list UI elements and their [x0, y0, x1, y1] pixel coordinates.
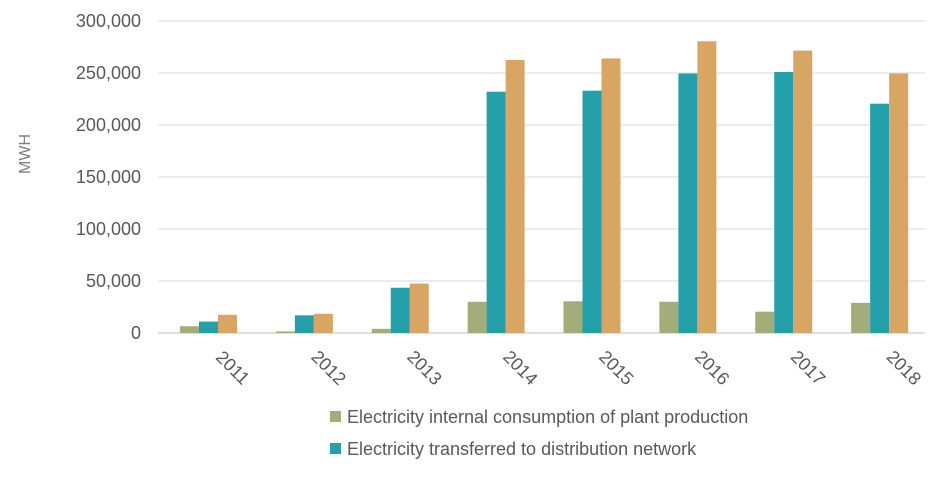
- bar-2018-series-1: [870, 103, 890, 334]
- x-tick-label: 2017: [787, 347, 829, 389]
- bar-2018-series-0: [851, 302, 871, 333]
- x-tick-label: 2013: [403, 347, 445, 389]
- x-axis-ticks: 2011 2012 2013 2014 2015 2016 2017 2018: [212, 347, 925, 389]
- y-axis-ticks: 0 50,000 100,000 150,000 200,000 250,000 300,0…: [76, 11, 141, 343]
- bar-2013-series-0: [371, 328, 391, 333]
- bar-2012-series-0: [275, 331, 295, 333]
- gridlines: [158, 20, 925, 334]
- legend-swatch-internal-consumption: [330, 411, 341, 422]
- bar-2017-series-0: [755, 311, 775, 333]
- legend-item-internal-consumption: Electricity internal consumption of plan…: [330, 406, 800, 428]
- y-tick-label: 200,000: [76, 115, 141, 135]
- bar-2013-series-1: [390, 287, 410, 333]
- bar-2012-series-1: [294, 315, 314, 333]
- bar-2011-series-2: [218, 314, 237, 333]
- x-tick-label: 2018: [883, 347, 925, 389]
- y-tick-label: 150,000: [76, 167, 141, 187]
- x-tick-label: 2016: [691, 347, 733, 389]
- legend-swatch-transferred: [330, 443, 341, 454]
- bar-2011-series-0: [180, 326, 199, 333]
- bar-2015-series-0: [563, 301, 583, 333]
- bars: [180, 41, 909, 334]
- y-tick-label: 100,000: [76, 219, 141, 239]
- legend-item-transferred: Electricity transferred to distribution …: [330, 438, 800, 460]
- legend-label-internal-consumption: Electricity internal consumption of plan…: [347, 407, 749, 427]
- x-tick-label: 2014: [499, 347, 541, 389]
- bar-2016-series-2: [697, 41, 717, 333]
- bar-2018-series-2: [889, 73, 909, 334]
- bar-2014-series-0: [467, 301, 487, 333]
- bar-chart: 0 50,000 100,000 150,000 200,000 250,000 300,0…: [17, 11, 925, 389]
- bar-2016-series-0: [659, 301, 679, 333]
- bar-2011-series-1: [199, 321, 218, 333]
- bar-2015-series-2: [601, 58, 621, 333]
- bar-2015-series-1: [582, 90, 602, 334]
- bar-2013-series-2: [409, 283, 429, 333]
- legend-label-transferred: Electricity transferred to distribution …: [347, 439, 697, 459]
- x-tick-label: 2015: [595, 347, 637, 389]
- y-tick-label: 250,000: [76, 63, 141, 83]
- x-tick-label: 2011: [212, 347, 254, 389]
- y-tick-label: 50,000: [86, 271, 141, 291]
- bar-2017-series-1: [774, 71, 794, 334]
- bar-2016-series-1: [678, 73, 698, 334]
- bar-2017-series-2: [793, 50, 813, 333]
- y-tick-label: 0: [131, 323, 141, 343]
- legend: Electricity internal consumption of plan…: [330, 406, 800, 470]
- bar-2012-series-2: [313, 313, 333, 333]
- y-tick-label: 300,000: [76, 11, 141, 31]
- x-tick-label: 2012: [307, 347, 349, 389]
- bar-2014-series-2: [505, 60, 525, 333]
- bar-2014-series-1: [486, 91, 506, 333]
- y-axis-label: MWH: [17, 134, 34, 174]
